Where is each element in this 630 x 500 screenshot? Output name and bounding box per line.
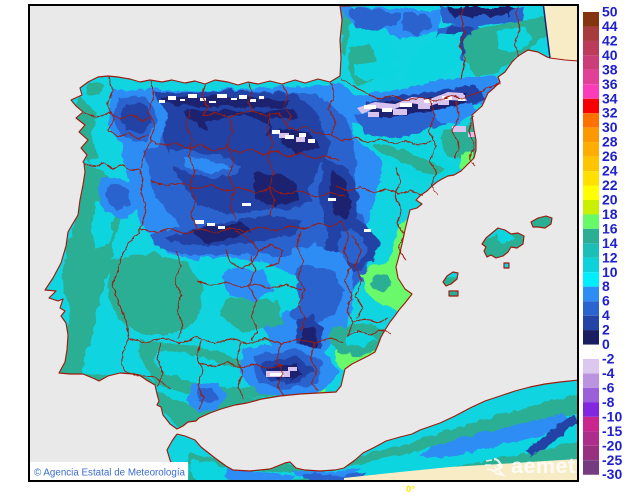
svg-text:30: 30 (602, 119, 618, 135)
svg-text:6: 6 (602, 293, 610, 309)
svg-text:2: 2 (602, 322, 610, 338)
svg-text:-2: -2 (602, 351, 615, 367)
svg-text:© Agencia Estatal de Meteorolo: © Agencia Estatal de Meteorología (34, 468, 186, 479)
svg-text:26: 26 (602, 148, 618, 164)
svg-text:-4: -4 (602, 365, 615, 381)
svg-text:36: 36 (602, 76, 618, 92)
svg-text:24: 24 (602, 163, 618, 179)
svg-text:40: 40 (602, 47, 618, 63)
svg-text:0: 0 (602, 336, 610, 352)
svg-text:-15: -15 (602, 423, 622, 439)
svg-text:16: 16 (602, 220, 618, 236)
svg-text:38: 38 (602, 61, 618, 77)
svg-text:aemet: aemet (511, 454, 576, 478)
svg-text:28: 28 (602, 134, 618, 150)
svg-text:0°: 0° (406, 484, 415, 495)
svg-text:-8: -8 (602, 394, 615, 410)
svg-text:50: 50 (602, 4, 618, 20)
svg-text:12: 12 (602, 249, 618, 265)
svg-text:32: 32 (602, 105, 618, 121)
svg-text:10: 10 (602, 264, 618, 280)
svg-text:4: 4 (602, 307, 610, 323)
svg-text:-6: -6 (602, 380, 615, 396)
svg-text:18: 18 (602, 206, 618, 222)
svg-text:14: 14 (602, 235, 618, 251)
svg-text:20: 20 (602, 192, 618, 208)
svg-text:-30: -30 (602, 466, 622, 482)
svg-text:44: 44 (602, 18, 618, 34)
svg-text:8: 8 (602, 278, 610, 294)
svg-text:34: 34 (602, 90, 618, 106)
svg-text:-25: -25 (602, 452, 622, 468)
svg-text:-10: -10 (602, 408, 622, 424)
svg-text:42: 42 (602, 32, 618, 48)
svg-text:-20: -20 (602, 437, 622, 453)
svg-text:22: 22 (602, 177, 618, 193)
